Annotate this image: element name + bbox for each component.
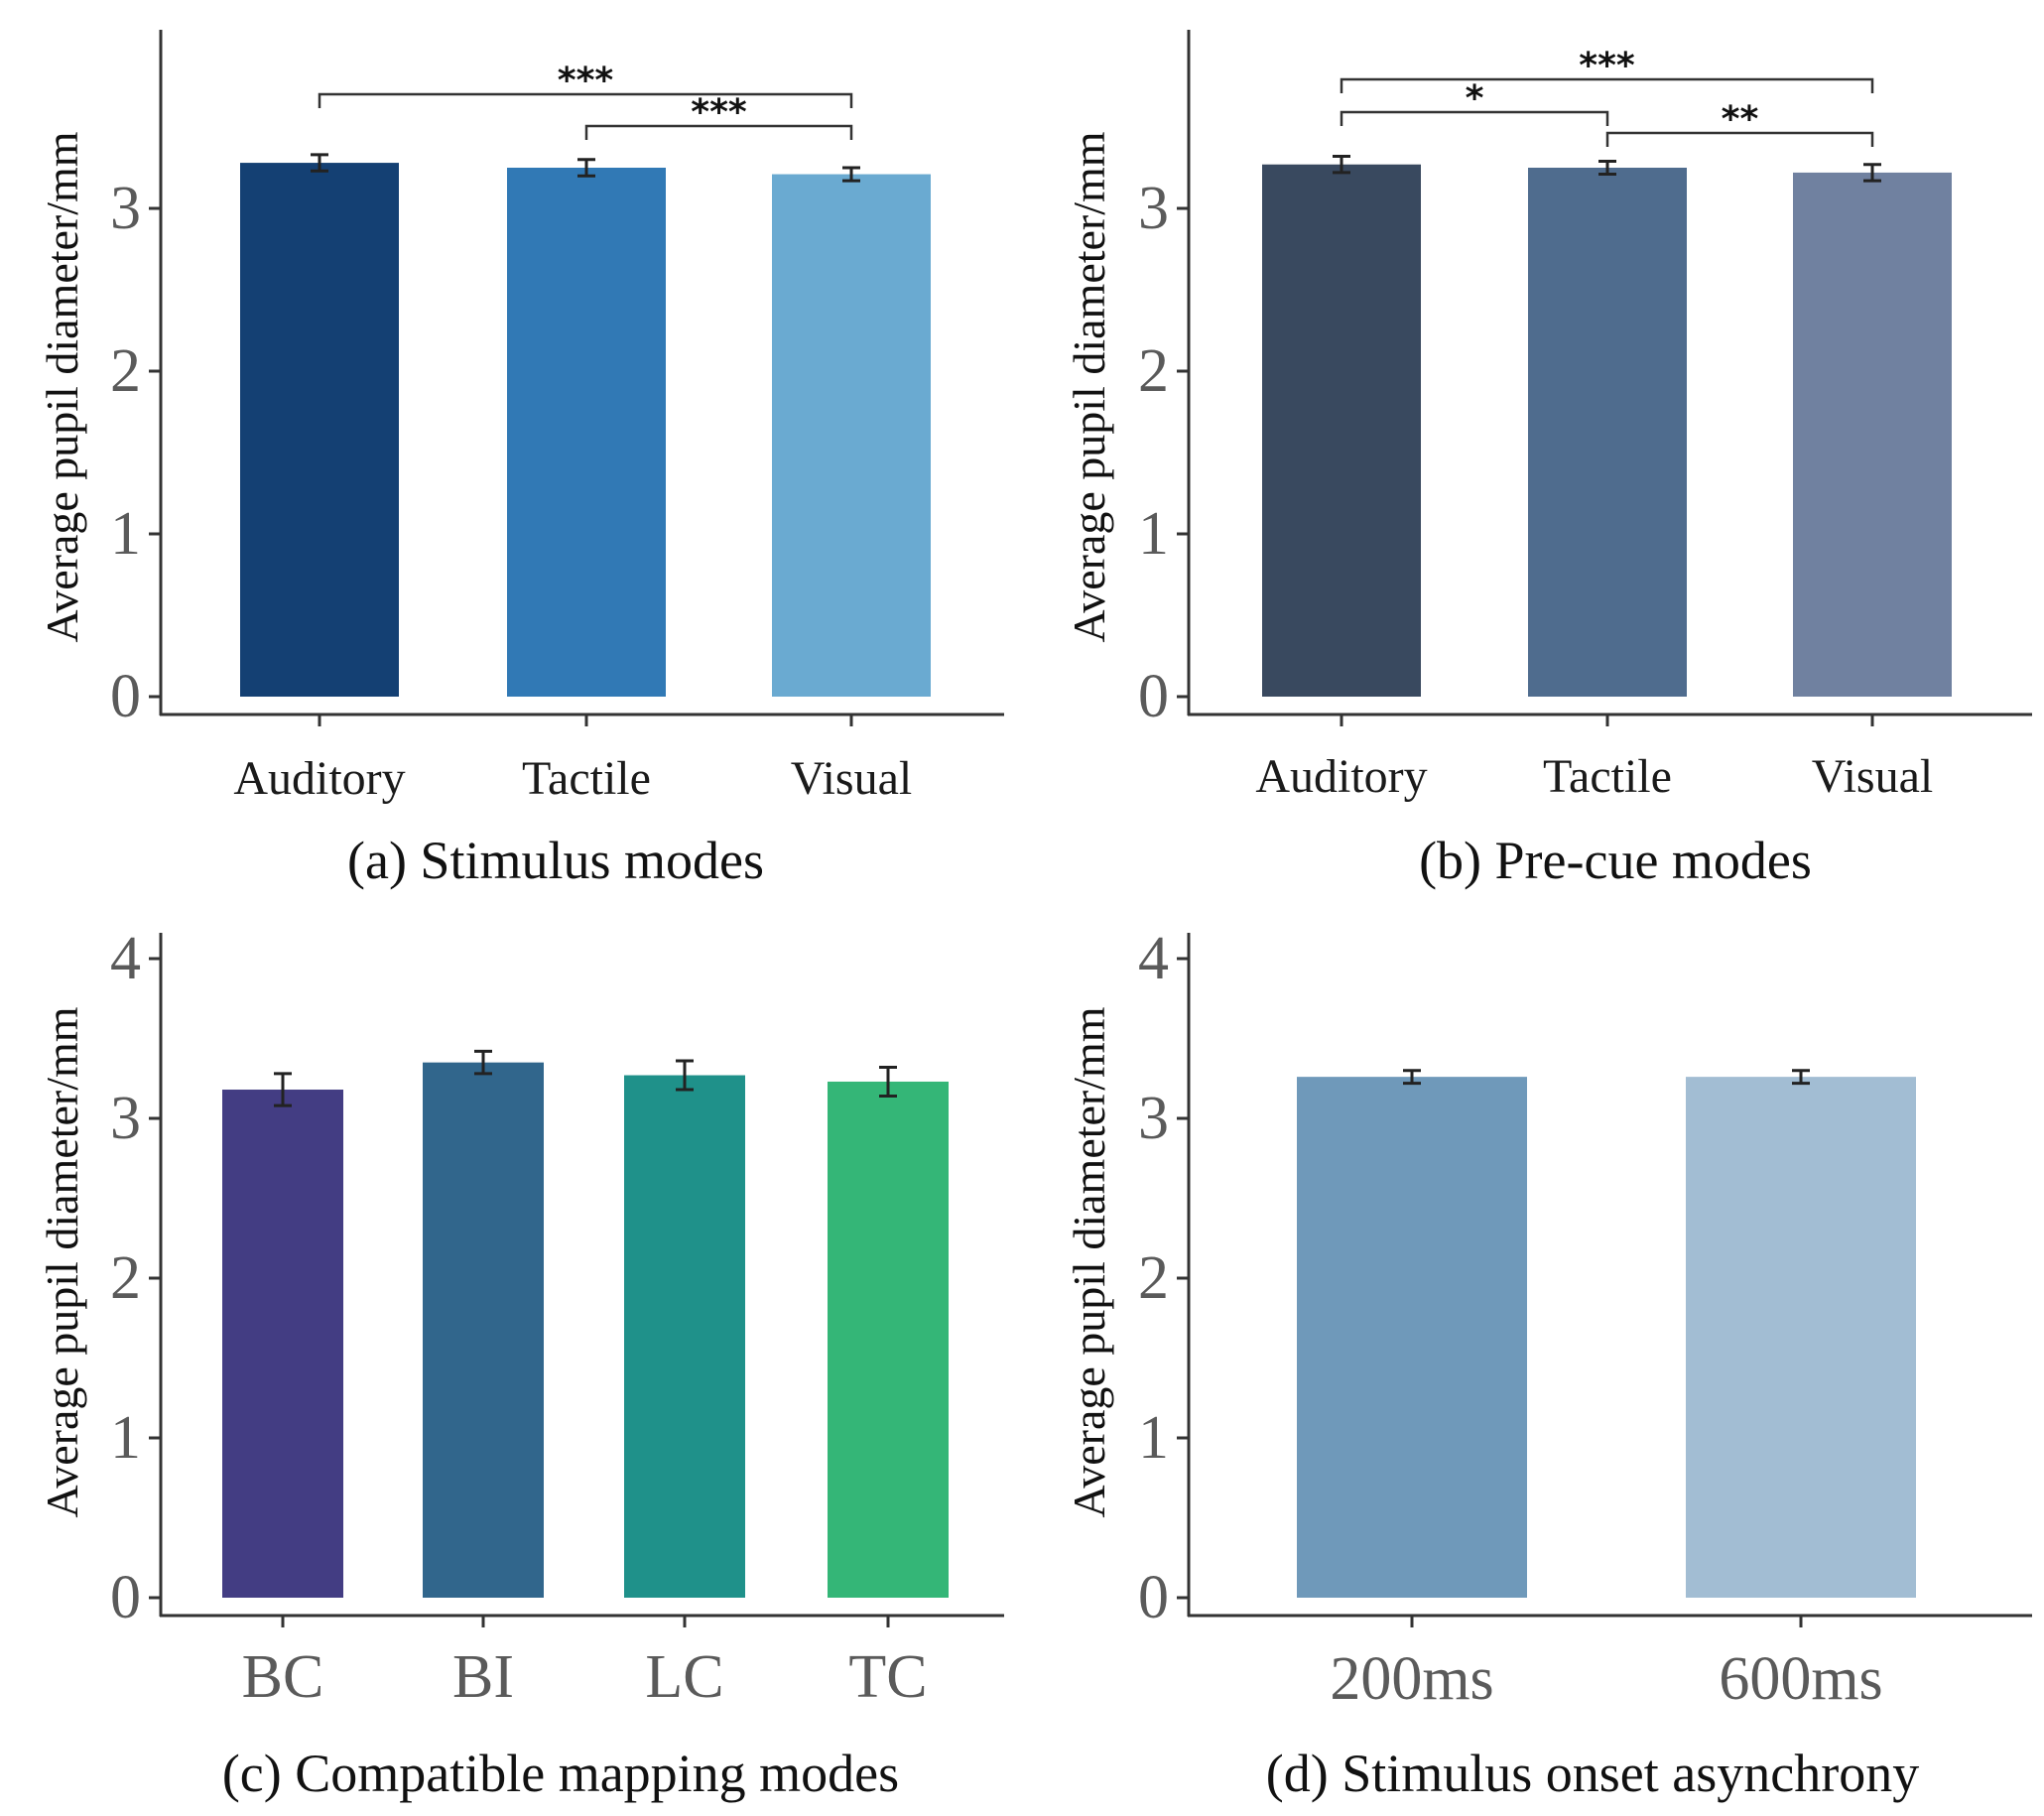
y-tick-label: 4 (110, 925, 141, 992)
bracket-line (1340, 77, 1874, 93)
y-tick-label: 0 (110, 663, 141, 730)
bar-200ms (1297, 1077, 1527, 1598)
significance-label: *** (1579, 46, 1635, 86)
bracket-line (1340, 110, 1609, 126)
significance-label: ** (1722, 99, 1759, 140)
y-tick-label: 2 (110, 337, 141, 405)
chart-caption: (b) Pre-cue modes (1419, 831, 1812, 890)
bar-tactile (507, 168, 666, 697)
chart-caption: (d) Stimulus onset asynchrony (1266, 1744, 1919, 1803)
bracket-line (584, 124, 853, 140)
x-tick-label: Visual (791, 752, 912, 805)
x-tick-label: BI (452, 1643, 514, 1711)
y-tick-label: 2 (110, 1244, 141, 1312)
y-tick-label: 1 (1138, 500, 1169, 568)
error-bar (311, 153, 328, 173)
bar-bc (222, 1090, 343, 1598)
x-tick-label: Visual (1812, 750, 1933, 803)
bar-visual (772, 174, 931, 697)
bar-tc (828, 1081, 949, 1598)
error-bar (1403, 1069, 1421, 1086)
error-bar (1598, 159, 1616, 177)
significance-bracket (1340, 77, 1874, 93)
y-tick-label: 2 (1138, 337, 1169, 405)
error-bar (879, 1065, 897, 1098)
x-tick-label: Auditory (1255, 750, 1427, 803)
y-axis-title: Average pupil diameter/mm (1064, 1006, 1114, 1517)
x-tick-label: TC (848, 1643, 927, 1711)
significance-label: *** (691, 92, 747, 133)
bar-visual (1793, 172, 1952, 698)
y-axis-title: Average pupil diameter/mm (37, 131, 87, 642)
chart-a: 0 1 2 3 Auditory Tactile Visual *** *** Average p… (37, 30, 1004, 890)
y-tick-label: 1 (110, 500, 141, 568)
y-tick-label: 2 (1138, 1244, 1169, 1312)
y-tick-label: 4 (1138, 925, 1169, 992)
y-tick-label: 1 (1138, 1404, 1169, 1472)
y-tick-label: 0 (1138, 1564, 1169, 1631)
bar-tactile (1528, 168, 1687, 697)
y-axis-title: Average pupil diameter/mm (1064, 131, 1114, 642)
significance-label: * (1466, 78, 1484, 119)
y-tick-label: 0 (110, 1564, 141, 1631)
y-axis-title: Average pupil diameter/mm (37, 1006, 87, 1517)
error-bar (1333, 155, 1350, 175)
bar-auditory (240, 163, 399, 697)
chart-d: 0 1 2 3 4 200ms 600ms Average pupil diameter/mm… (1064, 925, 2032, 1803)
significance-bracket (584, 124, 853, 140)
bracket-line (1605, 131, 1874, 147)
significance-bracket (318, 92, 853, 108)
y-tick-label: 3 (1138, 1085, 1169, 1152)
error-bar (842, 166, 860, 183)
x-tick-label: BC (242, 1643, 324, 1711)
y-tick-label: 3 (110, 1085, 141, 1152)
significance-bracket (1605, 131, 1874, 147)
chart-caption: (a) Stimulus modes (347, 831, 764, 890)
x-tick-label: 600ms (1719, 1645, 1882, 1713)
error-bar (676, 1059, 694, 1092)
error-bar (1863, 163, 1881, 183)
significance-label: *** (558, 61, 614, 101)
chart-c: 0 1 2 3 4 BC BI LC TC Average pupil diameter/mm (c… (37, 925, 1004, 1803)
bar-lc (624, 1075, 745, 1598)
x-tick-label: LC (645, 1643, 723, 1711)
x-tick-label: Tactile (1543, 750, 1672, 803)
y-tick-label: 1 (110, 1404, 141, 1472)
y-tick-label: 0 (1138, 663, 1169, 730)
x-tick-label: Auditory (233, 752, 405, 805)
bracket-line (318, 92, 853, 108)
x-tick-label: 200ms (1330, 1645, 1493, 1713)
chart-caption: (c) Compatible mapping modes (222, 1744, 899, 1803)
error-bar (1792, 1069, 1810, 1086)
bar-bi (423, 1062, 544, 1598)
error-bar (474, 1049, 492, 1076)
y-tick-label: 3 (1138, 175, 1169, 242)
error-bar (577, 158, 595, 178)
x-tick-label: Tactile (522, 752, 651, 805)
bar-auditory (1262, 164, 1421, 698)
y-tick-label: 3 (110, 175, 141, 242)
significance-bracket (1340, 110, 1609, 126)
error-bar (274, 1072, 292, 1107)
bar-600ms (1686, 1077, 1916, 1598)
